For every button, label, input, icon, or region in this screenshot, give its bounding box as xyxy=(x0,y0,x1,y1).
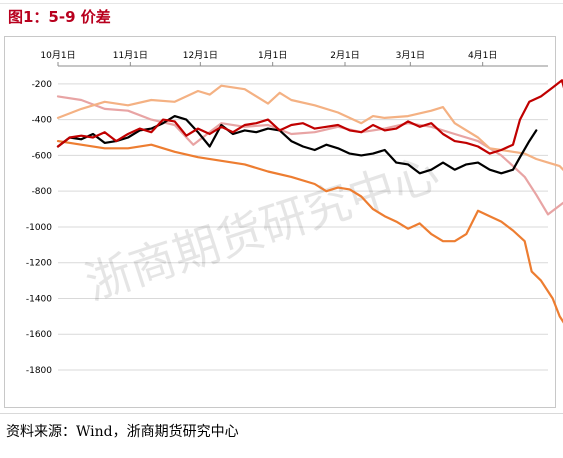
y-tick-label: -1000 xyxy=(26,223,52,233)
bottom-rule xyxy=(0,413,563,414)
y-tick-label: -1800 xyxy=(26,366,52,376)
y-axis: -200 -400 -600 -800 -1000 -1200 -1400 -1600 -180… xyxy=(26,80,52,376)
x-tick-label: 11月1日 xyxy=(113,50,148,61)
series-line-5 xyxy=(56,79,563,155)
x-tick-label: 1月1日 xyxy=(258,50,287,61)
series-line-2 xyxy=(56,84,563,172)
y-tick-label: -200 xyxy=(32,80,53,90)
grid-lines xyxy=(58,83,548,371)
y-tick-label: -800 xyxy=(32,187,53,197)
x-tick-label: 4月1日 xyxy=(468,50,497,61)
x-tick-label: 3月1日 xyxy=(396,50,425,61)
x-tick-label: 10月1日 xyxy=(40,50,75,61)
series-line-4 xyxy=(56,115,538,175)
x-axis: 10月1日 11月1日 12月1日 1月1日 2月1日 3月1日 4月1日 xyxy=(40,50,548,67)
source-note: 资料来源：Wind，浙商期货研究中心 xyxy=(6,424,239,440)
y-tick-label: -600 xyxy=(32,151,53,161)
x-tick-label: 12月1日 xyxy=(183,50,218,61)
chart-title: 图1：5-9 价差 xyxy=(8,8,111,26)
y-tick-label: -400 xyxy=(32,116,53,126)
series-layer xyxy=(56,79,563,324)
series-line-3 xyxy=(56,140,563,324)
y-tick-label: -1200 xyxy=(26,259,52,269)
x-tick-label: 2月1日 xyxy=(330,50,359,61)
top-rule xyxy=(0,3,563,4)
chart-frame xyxy=(4,36,556,408)
y-tick-label: -1600 xyxy=(26,330,52,340)
y-tick-label: -1400 xyxy=(26,294,52,304)
